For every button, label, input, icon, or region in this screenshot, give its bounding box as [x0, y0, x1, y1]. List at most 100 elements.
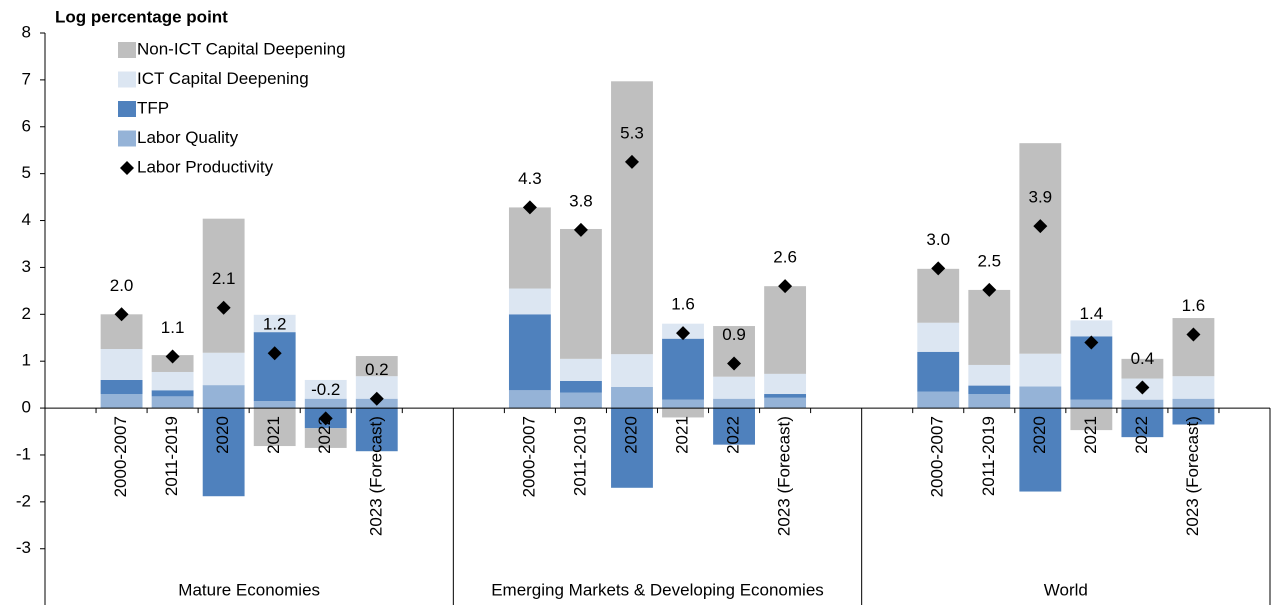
diamond-marker	[267, 346, 282, 361]
diamond-marker	[778, 279, 793, 294]
group-label: World	[1044, 580, 1088, 599]
bar-segment	[662, 338, 704, 400]
diamond-marker	[573, 222, 588, 237]
y-tick-label: -2	[16, 491, 31, 510]
data-label: 3.0	[926, 230, 950, 249]
x-tick-label: 2023 (Forecast)	[1183, 416, 1202, 536]
x-tick-label: 2021	[264, 416, 283, 454]
legend-label: Labor Productivity	[137, 157, 274, 176]
legend-label: ICT Capital Deepening	[137, 69, 309, 88]
y-axis-title: Log percentage point	[55, 7, 228, 26]
bar-segment	[508, 288, 551, 315]
x-tick-label: 2011-2019	[162, 416, 181, 496]
bar-segment	[968, 364, 1011, 386]
data-label: 0.2	[365, 360, 389, 379]
x-tick-label: 2020	[213, 416, 232, 454]
bar-segment	[304, 398, 347, 409]
diamond-marker	[624, 154, 639, 169]
data-label: 3.8	[569, 191, 593, 210]
data-label: 0.9	[722, 325, 746, 344]
bar-segment	[917, 322, 960, 352]
diamond-marker	[727, 356, 742, 371]
diamond-marker	[1186, 327, 1201, 342]
bar-segment	[662, 408, 704, 418]
bar-segment	[304, 428, 347, 448]
bar-segment	[764, 286, 807, 374]
x-tick-label: 2000-2007	[111, 416, 130, 497]
bar-segment	[1121, 358, 1164, 379]
data-label: 2.5	[977, 251, 1001, 270]
x-tick-label: 2022	[724, 416, 743, 454]
bar-segment	[662, 399, 704, 409]
bar-segment	[1121, 399, 1164, 409]
bar-segment	[1019, 408, 1062, 492]
bar-segment	[355, 376, 398, 399]
diamond-marker	[216, 300, 231, 315]
bar-segment	[1172, 398, 1215, 409]
bar-segment	[355, 356, 398, 377]
bar-segment	[560, 358, 602, 381]
bar-segment	[764, 397, 807, 409]
bar-segment	[611, 386, 653, 409]
x-tick-label: 2011-2019	[570, 416, 589, 496]
bar-segment	[151, 396, 194, 409]
y-tick-label: 3	[22, 257, 31, 276]
data-label: 2.0	[110, 276, 134, 295]
bar-segment	[713, 398, 755, 409]
data-label: -0.2	[311, 380, 340, 399]
bar-segment	[713, 408, 755, 445]
bar-segment	[713, 376, 755, 399]
diamond-marker	[931, 261, 946, 276]
data-label: 1.6	[1182, 296, 1206, 315]
bar-segment	[1172, 408, 1215, 425]
bar-segment	[917, 351, 960, 392]
data-label: 0.4	[1131, 349, 1155, 368]
x-tick-label: 2021	[1081, 416, 1100, 454]
legend-swatch	[118, 130, 136, 147]
x-tick-label: 2000-2007	[928, 416, 947, 497]
y-tick-label: 6	[22, 116, 31, 135]
y-tick-label: -1	[16, 444, 31, 463]
legend-label: Non-ICT Capital Deepening	[137, 39, 346, 58]
legend-label: TFP	[137, 98, 169, 117]
diamond-marker	[676, 326, 691, 341]
bar-segment	[1019, 353, 1062, 387]
diamond-marker	[114, 307, 129, 322]
diamond-marker	[982, 282, 997, 297]
data-label: 1.2	[263, 315, 287, 334]
diamond-marker	[1135, 380, 1150, 395]
bar-segment	[1172, 318, 1215, 377]
x-tick-label: 2022	[315, 416, 334, 454]
x-tick-label: 2023 (Forecast)	[775, 416, 794, 536]
x-tick-label: 2020	[1030, 416, 1049, 454]
y-tick-label: -3	[16, 538, 31, 557]
bar-segment	[1172, 376, 1215, 399]
bar-segment	[764, 373, 807, 395]
bar-segment	[253, 314, 296, 333]
bar-segment	[968, 394, 1011, 409]
bar-segment	[508, 314, 551, 391]
x-tick-label: 2011-2019	[979, 416, 998, 496]
diamond-marker	[318, 411, 333, 426]
data-label: 5.3	[620, 123, 644, 142]
bar-segment	[560, 392, 602, 409]
bar-segment	[253, 408, 296, 447]
bar-segment	[1070, 320, 1113, 337]
bar-segment	[560, 228, 602, 359]
x-tick-label: 2000-2007	[519, 416, 538, 497]
bar-segment	[202, 408, 245, 497]
y-tick-label: 7	[22, 69, 31, 88]
data-label: 2.6	[773, 248, 797, 267]
bar-segment	[1019, 143, 1062, 354]
bar-segment	[202, 385, 245, 409]
bar-segment	[100, 394, 143, 409]
bar-segment	[100, 379, 143, 395]
bar-segment	[1121, 408, 1164, 438]
bar-segment	[1070, 408, 1113, 431]
bar-segment	[611, 81, 653, 355]
diamond-marker	[522, 200, 537, 215]
diamond-marker	[1084, 335, 1099, 350]
bar-segment	[304, 379, 347, 399]
